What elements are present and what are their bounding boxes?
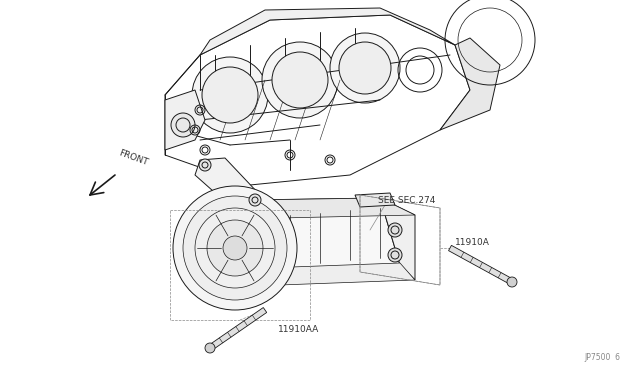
Polygon shape bbox=[195, 158, 270, 215]
Polygon shape bbox=[440, 38, 500, 130]
Circle shape bbox=[388, 223, 402, 237]
Polygon shape bbox=[250, 198, 415, 218]
Circle shape bbox=[205, 343, 215, 353]
Circle shape bbox=[262, 42, 338, 118]
Circle shape bbox=[249, 194, 261, 206]
Circle shape bbox=[207, 220, 263, 276]
Text: JP7500  6: JP7500 6 bbox=[584, 353, 620, 362]
Circle shape bbox=[199, 159, 211, 171]
Polygon shape bbox=[355, 193, 395, 207]
Circle shape bbox=[183, 196, 287, 300]
Circle shape bbox=[223, 236, 247, 260]
Text: FRONT: FRONT bbox=[117, 148, 148, 167]
Polygon shape bbox=[200, 8, 455, 55]
Circle shape bbox=[507, 277, 517, 287]
Circle shape bbox=[388, 248, 402, 262]
Polygon shape bbox=[165, 15, 470, 185]
Circle shape bbox=[171, 113, 195, 137]
Polygon shape bbox=[449, 246, 513, 285]
Circle shape bbox=[173, 186, 297, 310]
Circle shape bbox=[192, 57, 268, 133]
Polygon shape bbox=[380, 198, 415, 280]
Circle shape bbox=[330, 33, 400, 103]
Text: 11910A: 11910A bbox=[455, 237, 490, 247]
Polygon shape bbox=[265, 263, 415, 285]
Text: 11910AA: 11910AA bbox=[278, 326, 319, 334]
Circle shape bbox=[272, 52, 328, 108]
Circle shape bbox=[202, 67, 258, 123]
Polygon shape bbox=[250, 198, 400, 270]
Text: SEE SEC.274: SEE SEC.274 bbox=[378, 196, 435, 205]
Circle shape bbox=[339, 42, 391, 94]
Polygon shape bbox=[165, 90, 205, 150]
Polygon shape bbox=[208, 308, 267, 350]
Circle shape bbox=[195, 208, 275, 288]
